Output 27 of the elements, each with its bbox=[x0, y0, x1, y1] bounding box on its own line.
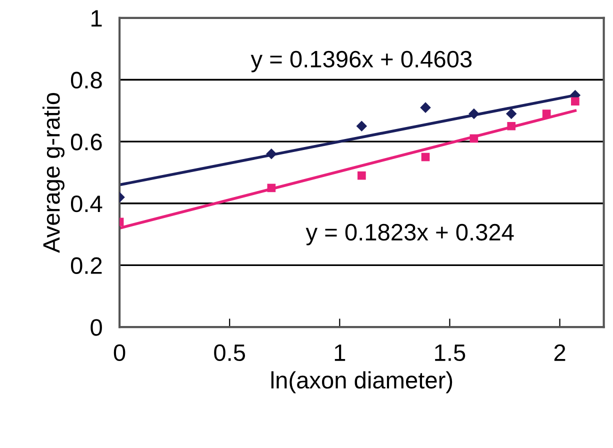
y-tick-label: 0.6 bbox=[70, 134, 102, 150]
x-tick-label: 1.5 bbox=[435, 344, 466, 362]
point bbox=[358, 171, 366, 180]
point bbox=[470, 134, 478, 143]
point bbox=[542, 110, 551, 118]
point bbox=[420, 102, 431, 113]
point bbox=[468, 108, 480, 120]
y-tick-label: 1 bbox=[92, 10, 102, 26]
x-tick-label: 1 bbox=[334, 344, 346, 361]
y-tick-label: 0.4 bbox=[70, 195, 102, 212]
x-tick-label: 0 bbox=[114, 344, 126, 362]
point bbox=[571, 97, 580, 106]
point bbox=[421, 152, 430, 162]
annotation: y = 0.1823x + 0.324 bbox=[306, 224, 514, 246]
point bbox=[356, 120, 368, 132]
point bbox=[267, 184, 276, 192]
point bbox=[266, 148, 277, 160]
y-tick-label: 0.2 bbox=[70, 257, 102, 274]
x-axis-title: ln(axon diameter) bbox=[271, 371, 452, 394]
x-tick-label: 0.5 bbox=[214, 344, 246, 362]
y-tick-label: 0.8 bbox=[70, 72, 102, 89]
y-axis-title: Average g-ratio bbox=[42, 92, 64, 253]
point bbox=[507, 122, 516, 130]
point bbox=[506, 108, 517, 120]
annotation: y = 0.1396x + 0.4603 bbox=[250, 50, 472, 72]
y-tick-label: 0 bbox=[90, 319, 102, 336]
x-tick-label: 2 bbox=[554, 344, 566, 361]
